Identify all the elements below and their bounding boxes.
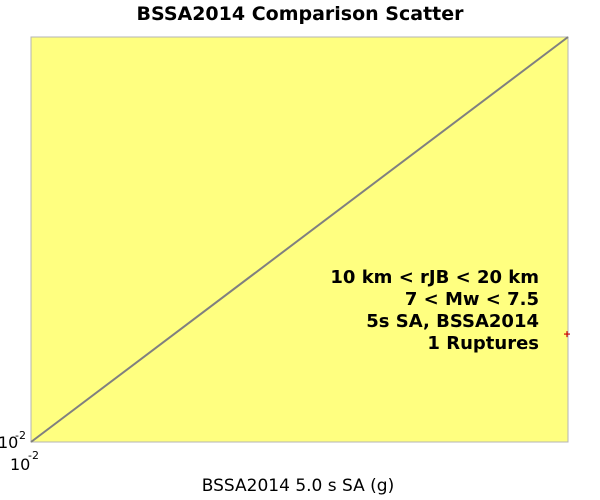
x-tick-label: 10 -2 [10, 449, 39, 474]
chart-marks [30, 36, 570, 443]
annotation-line-3: 5s SA, BSSA2014 [366, 311, 539, 332]
annotation-block: 10 km < rJB < 20 km 7 < Mw < 7.5 5s SA, … [330, 267, 539, 354]
reference-line [30, 36, 569, 443]
chart-title: BSSA2014 Comparison Scatter [137, 3, 465, 25]
x-tick-base: 10 [10, 455, 30, 474]
x-tick-exponent: -2 [28, 449, 39, 462]
annotation-line-4: 1 Ruptures [427, 333, 539, 354]
y-tick-base: 10 [0, 433, 18, 452]
x-axis-label: BSSA2014 5.0 s SA (g) [202, 476, 394, 496]
annotation-line-2: 7 < Mw < 7.5 [405, 289, 539, 310]
annotation-line-1: 10 km < rJB < 20 km [330, 267, 539, 288]
scatter-point-1 [564, 331, 570, 338]
y-tick-exponent: -2 [15, 429, 26, 442]
y-tick-label: 10 -2 [0, 429, 26, 452]
